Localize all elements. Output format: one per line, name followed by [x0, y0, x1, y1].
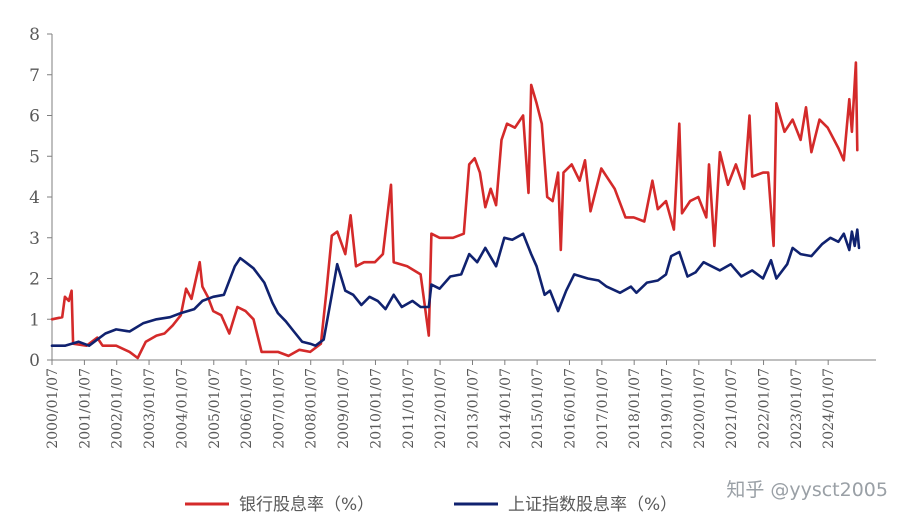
x-tick-label: 2004/01/07: [174, 368, 190, 449]
legend-label-2: 上证指数股息率（%）: [508, 495, 677, 515]
y-tick-label: 6: [29, 107, 40, 127]
x-tick-label: 2015/01/07: [530, 368, 546, 449]
x-tick-label: 2011/01/07: [401, 368, 417, 449]
x-tick-label: 2010/01/07: [368, 368, 384, 449]
x-axis: 2000/01/07 2001/01/07 2002/01/07 2003/01/07…: [45, 360, 837, 449]
x-tick-label: 2009/01/07: [336, 368, 352, 449]
x-tick-label: 2024/01/07: [821, 368, 837, 449]
x-tick-label: 2014/01/07: [498, 368, 514, 449]
legend: 银行股息率（%） 上证指数股息率（%）: [185, 495, 677, 515]
x-tick-label: 2019/01/07: [660, 368, 676, 449]
x-tick-label: 2006/01/07: [239, 368, 255, 449]
x-tick-label: 2018/01/07: [627, 368, 643, 449]
x-tick-label: 2002/01/07: [110, 368, 126, 449]
x-tick-label: 2017/01/07: [595, 368, 611, 449]
watermark-text: 知乎 @yysct2005: [726, 479, 888, 501]
y-tick-label: 1: [29, 310, 40, 330]
y-tick-label: 2: [29, 270, 40, 290]
x-tick-label: 2016/01/07: [562, 368, 578, 449]
y-tick-label: 8: [29, 25, 40, 45]
y-tick-label: 7: [29, 66, 40, 86]
x-tick-label: 2003/01/07: [142, 368, 158, 449]
legend-label-1: 银行股息率（%）: [239, 495, 374, 515]
x-tick-label: 2021/01/07: [724, 368, 740, 449]
x-tick-label: 2005/01/07: [207, 368, 223, 449]
series-line-2: [50, 228, 861, 347]
x-tick-label: 2012/01/07: [433, 368, 449, 449]
y-tick-label: 3: [29, 229, 40, 249]
x-tick-label: 2022/01/07: [757, 368, 773, 449]
y-tick-label: 4: [29, 188, 40, 208]
x-tick-label: 2000/01/07: [45, 368, 61, 449]
series-line-1: [50, 61, 859, 360]
x-tick-label: 2023/01/07: [789, 368, 805, 449]
y-axis: 0 1 2 3 4 5 6 7 8: [29, 25, 52, 371]
x-tick-label: 2008/01/07: [304, 368, 320, 449]
x-tick-label: 2013/01/07: [466, 368, 482, 449]
x-tick-label: 2020/01/07: [692, 368, 708, 449]
x-tick-label: 2007/01/07: [271, 368, 287, 449]
y-tick-label: 0: [29, 351, 40, 371]
y-tick-label: 5: [29, 147, 40, 167]
x-tick-label: 2001/01/07: [77, 368, 93, 449]
series-layer: [50, 61, 861, 360]
